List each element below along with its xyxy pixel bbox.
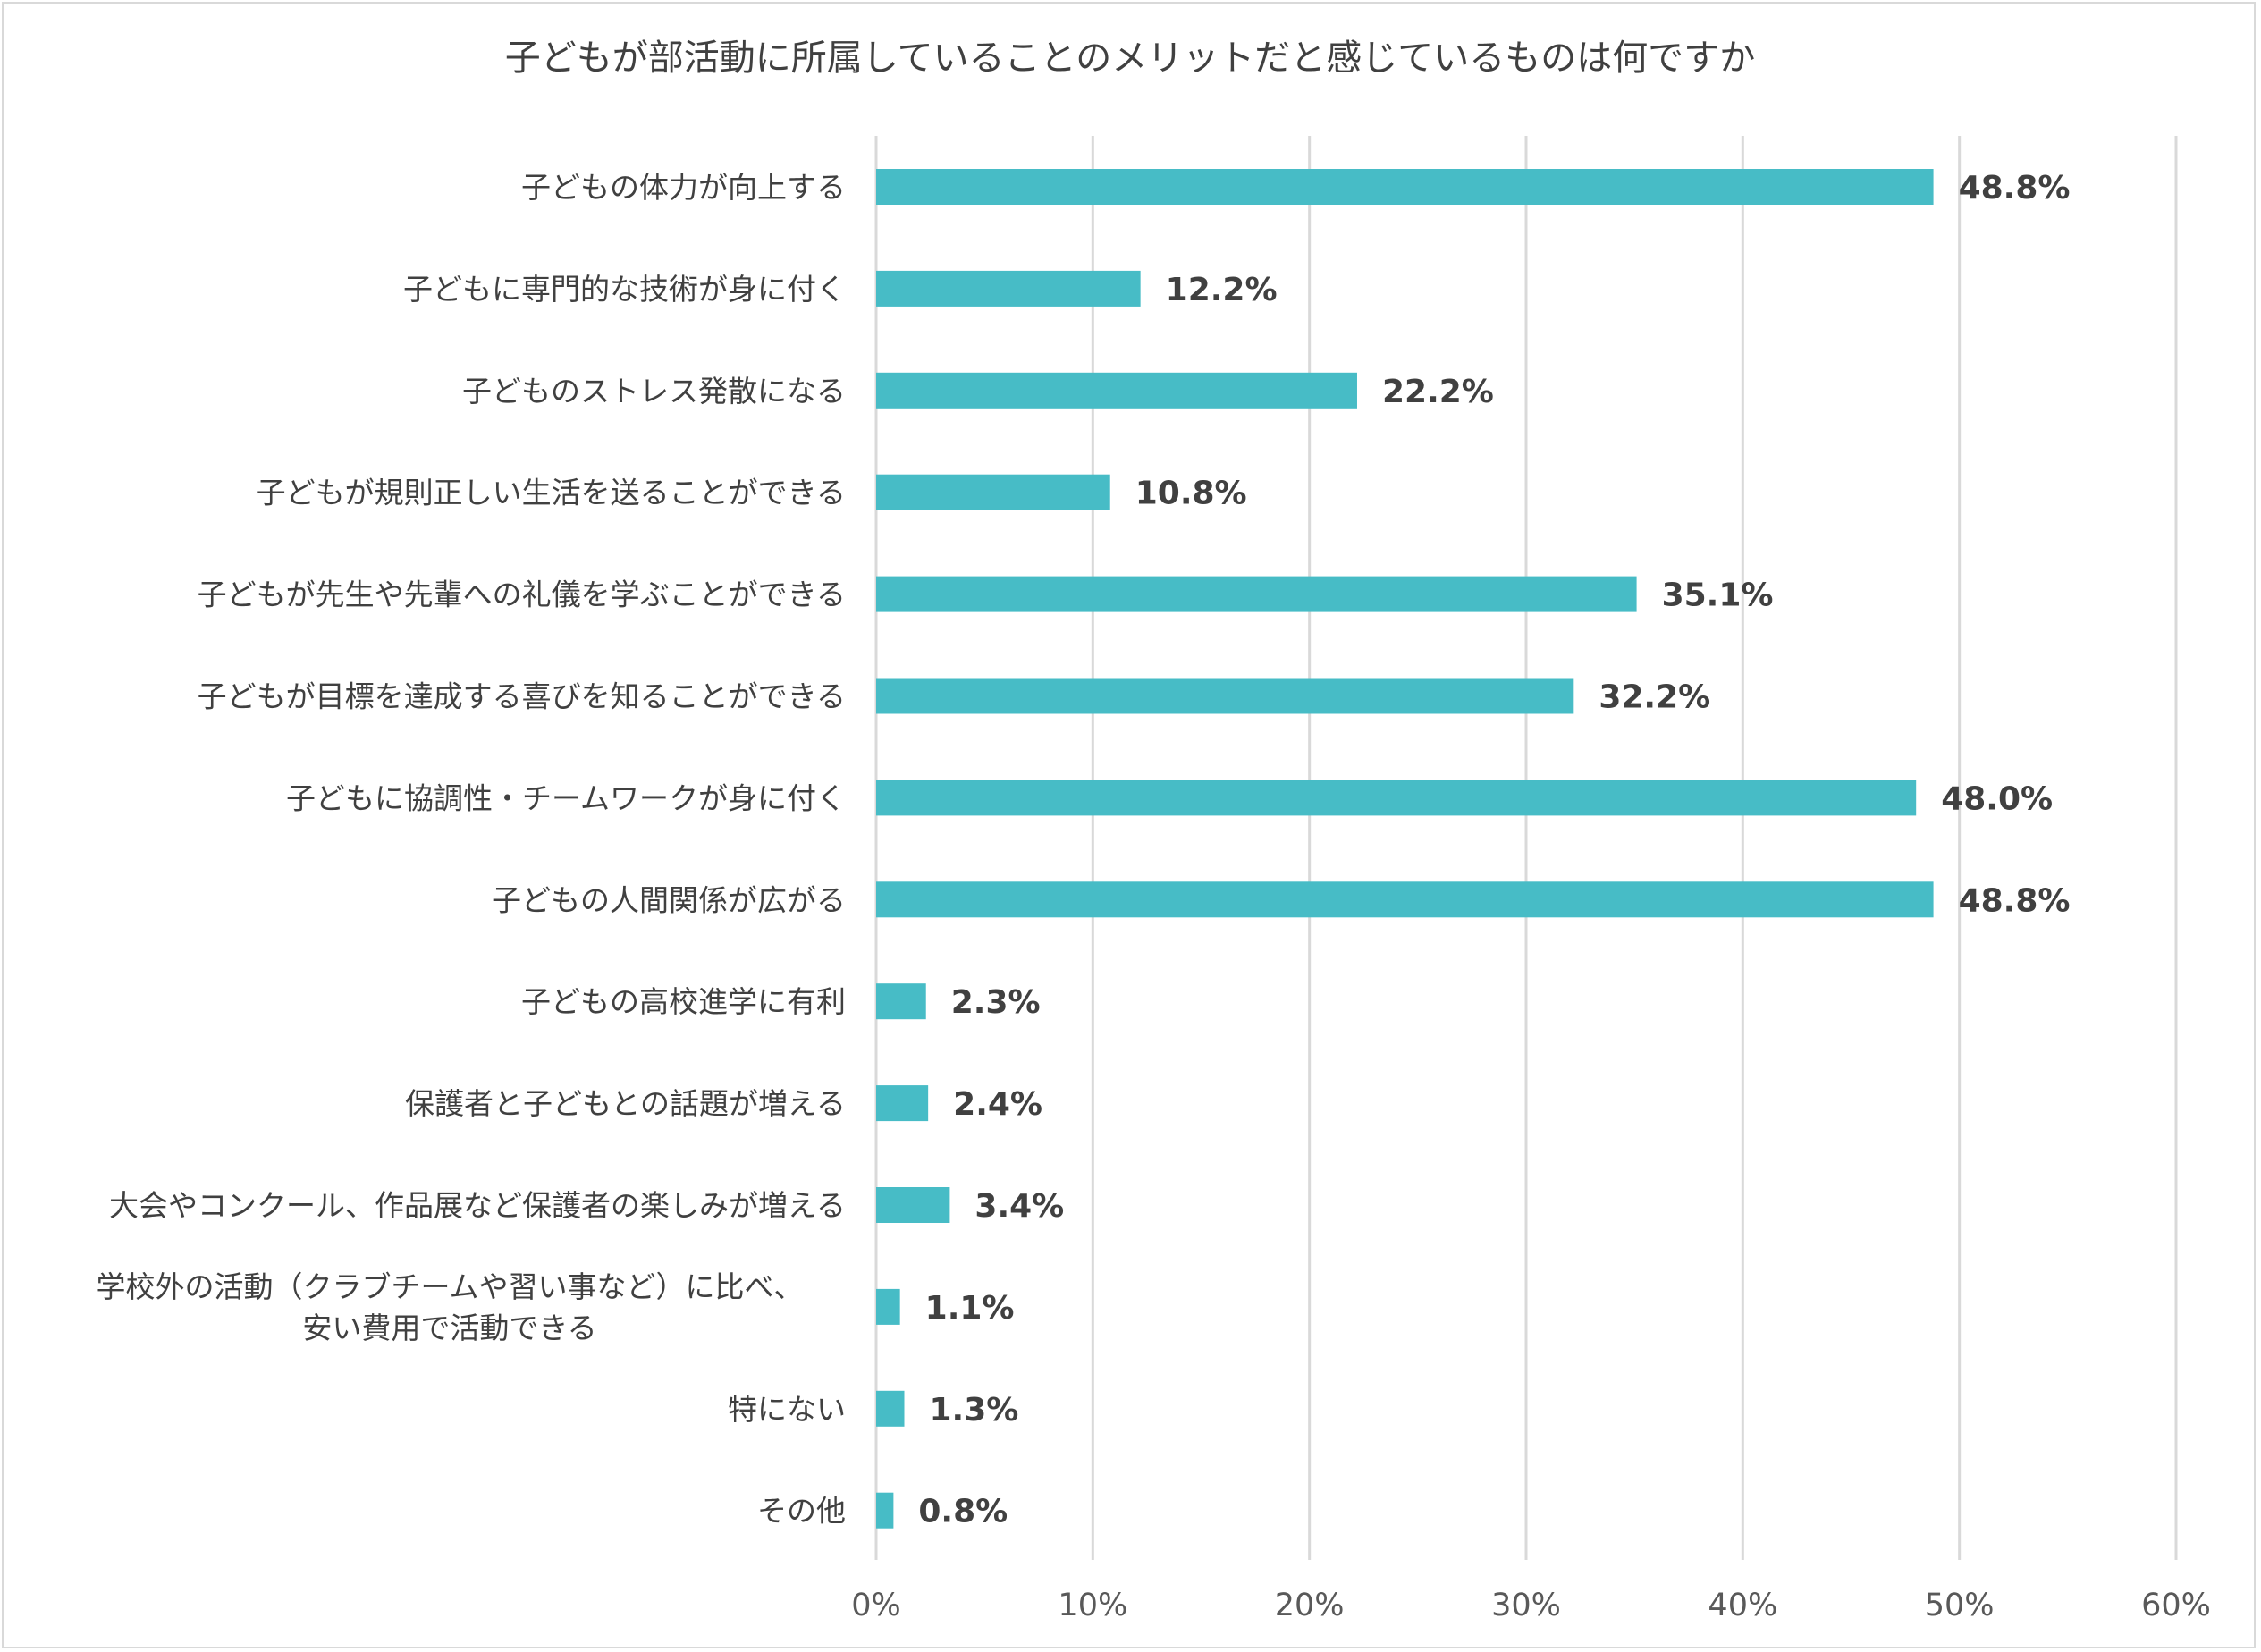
category-label: 子どもが先生や先輩への礼儀を学ぶことができる xyxy=(198,577,846,612)
data-label: 48.8% xyxy=(1959,170,2071,206)
bar xyxy=(876,474,1110,510)
category-label: 保護者と子どもとの話題が増える xyxy=(405,1086,846,1121)
data-label: 1.1% xyxy=(925,1290,1015,1327)
data-label: 1.3% xyxy=(930,1392,1019,1429)
data-label: 3.4% xyxy=(974,1188,1064,1225)
category-labels: 子どもの体力が向上する子どもに専門的な技術が身に付く子どものストレス発散になる子… xyxy=(96,170,846,1529)
chart-title: 子どもが部活動に所属していることのメリットだと感じているものは何ですか xyxy=(505,38,1755,79)
data-label: 48.0% xyxy=(1941,780,2053,817)
bar xyxy=(876,1187,950,1223)
gridlines xyxy=(874,136,2178,1560)
category-label: 子どもが規則正しい生活を送ることができる xyxy=(257,476,846,510)
x-tick-label: 60% xyxy=(2141,1588,2211,1623)
x-tick-label: 30% xyxy=(1491,1588,1561,1623)
bar xyxy=(876,983,926,1020)
category-label: 子どものストレス発散になる xyxy=(462,374,846,409)
bar xyxy=(876,576,1637,612)
x-tick-label: 0% xyxy=(851,1588,901,1623)
bar xyxy=(876,372,1357,409)
data-label: 2.3% xyxy=(951,984,1041,1021)
category-label: 学校外の活動（クラブチームや習い事など）に比べ、 xyxy=(96,1269,803,1304)
x-tick-label: 20% xyxy=(1275,1588,1345,1623)
category-label: 安い費用で活動できる xyxy=(302,1311,596,1345)
category-label: 特にない xyxy=(728,1392,846,1427)
x-tick-label: 50% xyxy=(1925,1588,1995,1623)
data-label: 32.2% xyxy=(1599,679,1710,716)
category-label: 子どもが目標を達成する喜びを知ることができる xyxy=(198,679,846,714)
data-label: 48.8% xyxy=(1959,882,2071,919)
x-axis-ticks: 0% 10% 20% 30% 40% 50% 60% xyxy=(851,1588,2211,1623)
data-label: 22.2% xyxy=(1382,374,1494,410)
bar xyxy=(876,1390,905,1427)
category-label: その他 xyxy=(757,1494,846,1529)
data-label: 35.1% xyxy=(1662,577,1774,614)
data-label: 0.8% xyxy=(918,1494,1008,1530)
bar xyxy=(876,678,1574,714)
bar xyxy=(876,780,1917,816)
bar xyxy=(876,1085,929,1122)
category-label: 子どもの人間関係が広がる xyxy=(492,882,846,917)
bar xyxy=(876,270,1141,307)
data-labels: 48.8% 12.2% 22.2% 10.8% 35.1% 32.2% 48.0% 48.8%… xyxy=(918,170,2070,1530)
category-label: 子どもの体力が向上する xyxy=(521,170,846,205)
category-label: 子どもに協調性・チームワークが身に付く xyxy=(286,780,846,815)
category-label: 大会やコンクール、作品展など保護者の楽しみが増える xyxy=(109,1188,846,1223)
x-tick-label: 10% xyxy=(1058,1588,1127,1623)
bar xyxy=(876,1492,894,1529)
category-label: 子どもの高校進学に有利 xyxy=(521,984,846,1019)
data-label: 10.8% xyxy=(1135,476,1247,512)
bar xyxy=(876,169,1934,205)
category-label: 子どもに専門的な技術が身に付く xyxy=(403,272,846,307)
x-tick-label: 40% xyxy=(1708,1588,1777,1623)
data-label: 12.2% xyxy=(1166,272,1278,308)
bar xyxy=(876,1288,900,1325)
bar xyxy=(876,881,1934,918)
bars xyxy=(876,169,1934,1529)
data-label: 2.4% xyxy=(953,1086,1042,1123)
